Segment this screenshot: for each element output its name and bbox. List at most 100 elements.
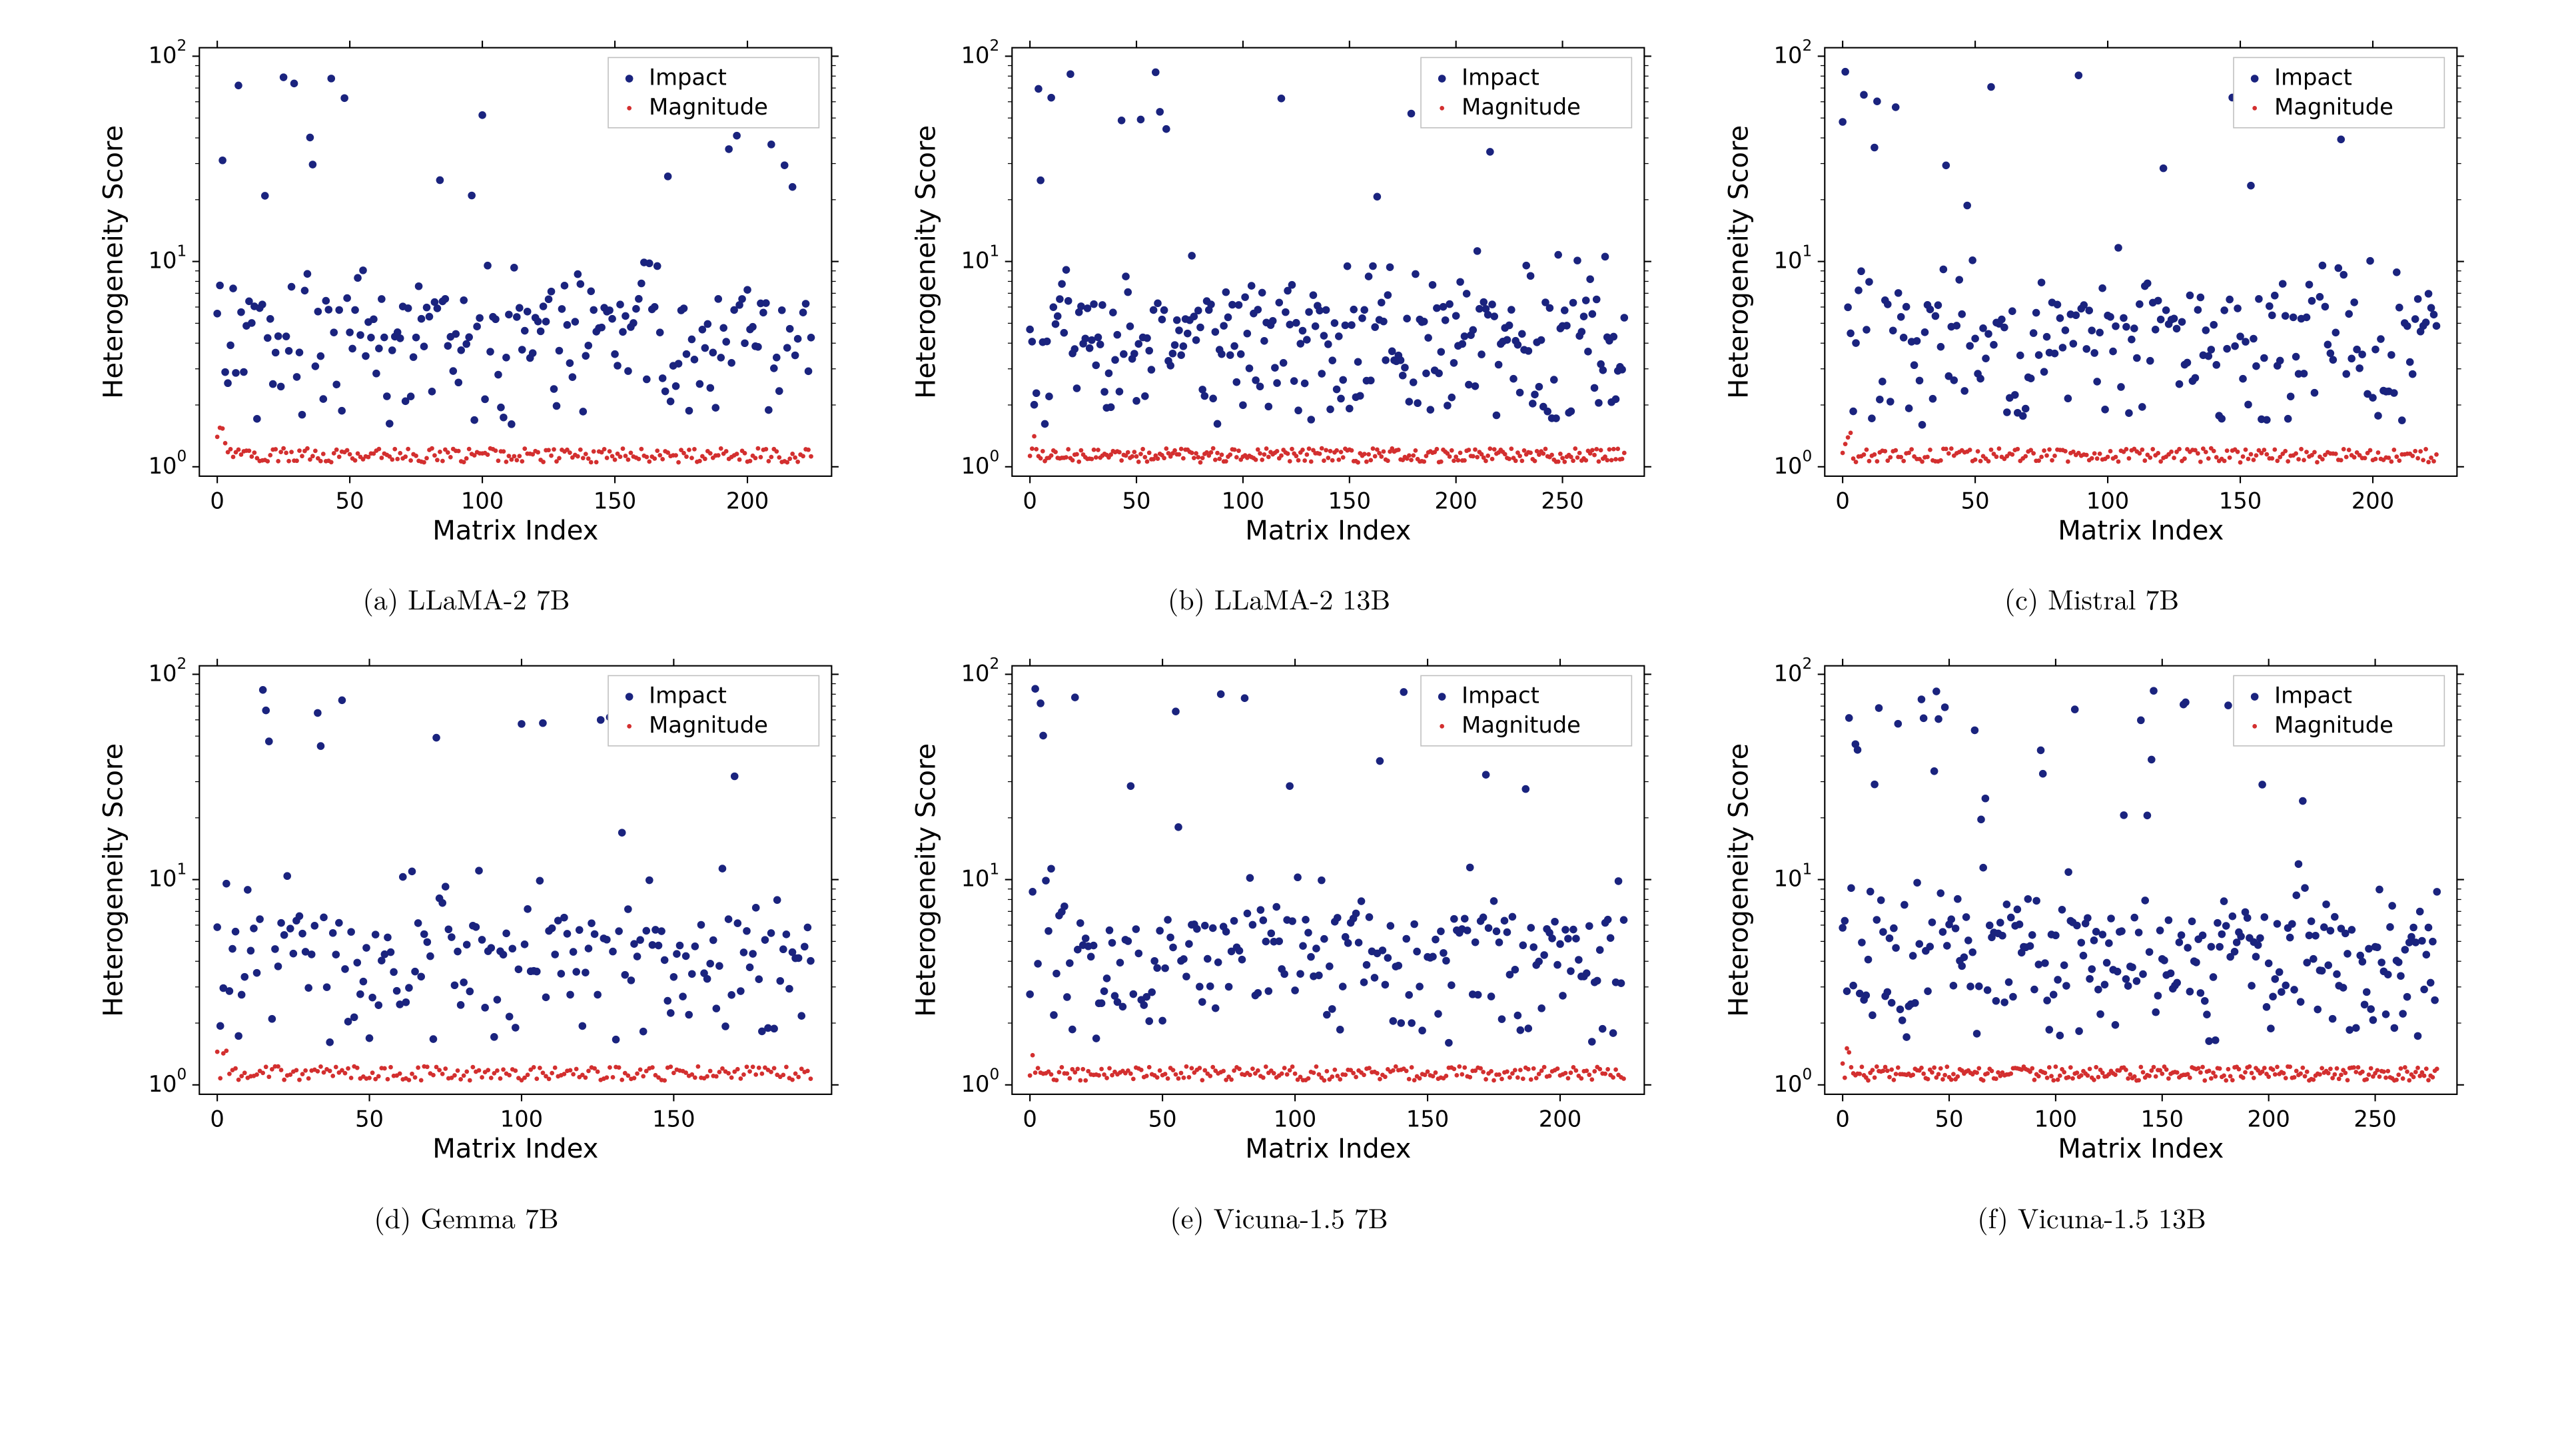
y-axis-label: Heterogeneity Score [911, 743, 941, 1017]
ytick-label: 102 [149, 37, 187, 68]
y-axis-label: Heterogeneity Score [911, 125, 941, 399]
ytick-label: 101 [1774, 242, 1813, 273]
legend-label-magnitude: Magnitude [2274, 712, 2393, 738]
xtick-label: 200 [1539, 1106, 1581, 1132]
xtick-label: 200 [2247, 1106, 2290, 1132]
xtick-label: 200 [726, 488, 769, 514]
xtick-label: 250 [1541, 488, 1583, 514]
xtick-label: 0 [1835, 488, 1849, 514]
xtick-label: 0 [1023, 488, 1037, 514]
xtick-label: 100 [1222, 488, 1264, 514]
scatter-plot: 100101102050100150200Heterogeneity Score… [1705, 27, 2478, 560]
xtick-label: 150 [652, 1106, 695, 1132]
ytick-label: 102 [961, 37, 1000, 68]
plot-area: 100101102050100150200Heterogeneity Score… [893, 645, 1665, 1178]
legend-label-impact: Impact [2274, 65, 2352, 91]
ytick-label: 100 [961, 1066, 1000, 1097]
xtick-label: 0 [1023, 1106, 1037, 1132]
xtick-label: 200 [1434, 488, 1477, 514]
xtick-label: 150 [1328, 488, 1371, 514]
xtick-label: 50 [1961, 488, 1990, 514]
scatter-plot: 100 101 102 0 50 100 150 200 250 Heterogeneity Sc… [893, 27, 1665, 560]
xtick-label: 50 [1122, 488, 1151, 514]
xtick-label: 100 [500, 1106, 543, 1132]
ytick-label: 101 [961, 242, 1000, 273]
xtick-label: 0 [210, 488, 224, 514]
ytick-label: 100 [149, 1066, 187, 1097]
ytick-label: 101 [149, 242, 187, 273]
xtick-label: 50 [1935, 1106, 1964, 1132]
legend: Impact Magnitude [608, 57, 819, 127]
ytick-label: 102 [1774, 37, 1813, 68]
legend-label-impact: Impact [1462, 65, 1539, 91]
scatter-plot: 100 101 102 0 50 100 150 200 250 Heterogeneity Sc… [1705, 645, 2478, 1178]
scatter-plot: 100 101 102 0 50 100 150 Heterogeneity Score Mat… [80, 645, 853, 1178]
subplot-caption: (e) Vicuna-1.5 7B [1170, 1198, 1388, 1237]
x-axis-label: Matrix Index [2058, 516, 2224, 546]
ytick-label: 101 [149, 860, 187, 891]
scatter-plot: 100 101 102 0 50 100 150 200 Heterogeneity Score… [80, 27, 853, 560]
legend-label-impact: Impact [649, 65, 727, 91]
legend-label-impact: Impact [649, 683, 727, 709]
xtick-label: 50 [336, 488, 364, 514]
y-axis-label: Heterogeneity Score [1723, 743, 1754, 1017]
xtick-label: 150 [2141, 1106, 2184, 1132]
subplot-e: 100101102050100150200Heterogeneity Score… [893, 645, 1665, 1236]
legend-label-magnitude: Magnitude [649, 94, 768, 120]
y-axis-label: Heterogeneity Score [1723, 125, 1754, 399]
xtick-label: 0 [210, 1106, 224, 1132]
subplot-caption: (c) Mistral 7B [2004, 579, 2179, 618]
legend: Impact Magnitude [1421, 57, 1631, 127]
legend-label-impact: Impact [1462, 683, 1539, 709]
xtick-label: 250 [2353, 1106, 2396, 1132]
y-axis-label: Heterogeneity Score [98, 743, 129, 1017]
x-axis-label: Matrix Index [1245, 1134, 1411, 1164]
subplot-caption: (b) LLaMA-2 13B [1168, 579, 1390, 618]
xtick-label: 100 [2086, 488, 2129, 514]
legend-label-impact: Impact [2274, 683, 2352, 709]
subplot-caption: (f) Vicuna-1.5 13B [1977, 1198, 2206, 1237]
legend-label-magnitude: Magnitude [1462, 94, 1581, 120]
ytick-label: 102 [1774, 655, 1813, 686]
plot-area: 100101102050100150200Heterogeneity Score… [1705, 27, 2478, 560]
xtick-label: 0 [1835, 1106, 1849, 1132]
ytick-label: 101 [1774, 860, 1813, 891]
plot-area: 100 101 102 0 50 100 150 Heterogeneity Score Mat… [80, 645, 853, 1178]
xtick-label: 200 [2351, 488, 2394, 514]
subplot-b: 100 101 102 0 50 100 150 200 250 Heterogeneity Sc… [893, 27, 1665, 618]
xtick-label: 50 [355, 1106, 384, 1132]
subplot-f: 100 101 102 0 50 100 150 200 250 Heterogeneity Sc… [1705, 645, 2478, 1236]
legend-label-magnitude: Magnitude [2274, 94, 2393, 120]
subplot-a: 100 101 102 0 50 100 150 200 Heterogeneity Score… [80, 27, 853, 618]
ytick-label: 100 [1774, 1066, 1813, 1097]
legend-label-magnitude: Magnitude [1462, 712, 1581, 738]
plot-area: 100 101 102 0 50 100 150 200 250 Heterogeneity Sc… [893, 27, 1665, 560]
subplot-d: 100 101 102 0 50 100 150 Heterogeneity Score Mat… [80, 645, 853, 1236]
subplot-c: 100101102050100150200Heterogeneity Score… [1705, 27, 2478, 618]
legend-label-magnitude: Magnitude [649, 712, 768, 738]
subplot-caption: (d) Gemma 7B [374, 1198, 558, 1237]
ytick-label: 101 [961, 860, 1000, 891]
plot-area: 100 101 102 0 50 100 150 200 250 Heterogeneity Sc… [1705, 645, 2478, 1178]
legend: Impact Magnitude [2234, 57, 2444, 127]
xtick-label: 50 [1148, 1106, 1177, 1132]
x-axis-label: Matrix Index [2058, 1134, 2224, 1164]
subplot-caption: (a) LLaMA-2 7B [363, 579, 570, 618]
y-axis-label: Heterogeneity Score [98, 125, 129, 399]
ytick-label: 100 [1774, 447, 1813, 478]
x-axis-label: Matrix Index [432, 1134, 598, 1164]
xtick-label: 100 [2034, 1106, 2077, 1132]
ytick-label: 100 [149, 447, 187, 478]
plot-area: 100 101 102 0 50 100 150 200 Heterogeneity Score… [80, 27, 853, 560]
legend: Impact Magnitude [608, 676, 819, 746]
chart-grid: 100 101 102 0 50 100 150 200 Heterogeneity Score… [80, 27, 2478, 1237]
ytick-label: 102 [149, 655, 187, 686]
legend: Impact Magnitude [2234, 676, 2444, 746]
scatter-plot: 100101102050100150200Heterogeneity Score… [893, 645, 1665, 1178]
xtick-label: 100 [461, 488, 504, 514]
xtick-label: 100 [1274, 1106, 1316, 1132]
xtick-label: 150 [594, 488, 636, 514]
x-axis-label: Matrix Index [1245, 516, 1411, 546]
legend: Impact Magnitude [1421, 676, 1631, 746]
ytick-label: 100 [961, 447, 1000, 478]
